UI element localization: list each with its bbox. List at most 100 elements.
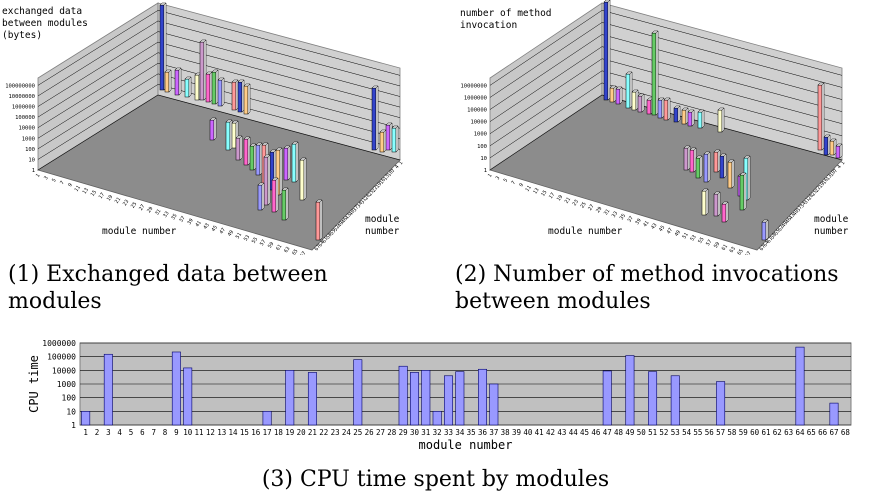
bar-side — [168, 69, 172, 93]
bar-3d — [299, 157, 307, 201]
x-tick-label: 31 — [603, 208, 611, 216]
z-tick-label: 10 — [829, 169, 837, 177]
bar-top — [275, 147, 283, 151]
gridline — [489, 46, 603, 122]
bar-side — [723, 153, 727, 179]
bar-top — [817, 82, 825, 86]
bar-3d — [225, 119, 233, 151]
bar-side — [247, 83, 251, 115]
y-tick-label: 1 — [71, 421, 76, 430]
x-tick-label: 23 — [572, 199, 580, 207]
x-tick-label: 31 — [421, 428, 430, 437]
bar-top — [673, 105, 681, 109]
z-tick-label: 16 — [379, 177, 387, 185]
bar-side — [839, 143, 843, 159]
x-tick-label: 8 — [163, 428, 168, 437]
bar-3d — [291, 141, 299, 183]
chart-method-invocations: 1 10 100 1000 10000 100000 1000000 10000000 numb… — [452, 0, 871, 259]
y-tick-label: 100 — [477, 144, 487, 150]
bar-face — [697, 111, 703, 129]
x-tick-label: 26 — [365, 428, 375, 437]
x-tick-label: 37 — [489, 428, 498, 437]
y-axis-label: CPU time — [27, 355, 41, 413]
x-tick-label: 27 — [376, 428, 385, 437]
bar-top — [713, 149, 721, 153]
bar-top — [701, 188, 709, 192]
bar-3d — [615, 86, 623, 105]
bar-top — [237, 79, 245, 83]
y-tick-label: 10000000 — [461, 83, 488, 89]
y-tick-label: 10000000 — [9, 94, 36, 100]
gridline — [489, 10, 603, 86]
bar-top — [625, 71, 633, 75]
bar-3d — [211, 69, 219, 105]
bar-top — [823, 134, 831, 138]
bar-3d — [835, 143, 843, 159]
bar-side — [395, 125, 399, 153]
bar-top — [829, 138, 837, 142]
x-tick-label: 3 — [106, 428, 111, 437]
bar-top — [657, 97, 665, 101]
bar-face — [283, 147, 289, 181]
z-tick-label: 22 — [371, 185, 379, 193]
x-tick-label: 21 — [564, 196, 572, 204]
bar-side — [747, 155, 751, 201]
x-tick-label: 39 — [186, 218, 194, 226]
gridline — [37, 84, 159, 160]
bar-side — [677, 105, 681, 123]
bar-side — [389, 122, 393, 151]
bar-3d — [701, 188, 709, 216]
gridline — [601, 46, 843, 112]
x-tick-label: 48 — [614, 428, 624, 437]
bar-module-9 — [171, 351, 181, 426]
y-tick-label: 100 — [25, 147, 35, 153]
x-tick-label: 47 — [219, 227, 227, 235]
x-tick-label: 17 — [548, 192, 556, 200]
bar-3d — [689, 147, 697, 173]
bar-side — [827, 134, 831, 156]
bar-side — [725, 201, 729, 223]
x-tick-label: 61 — [275, 243, 283, 251]
x-tick-label: 67 — [744, 251, 752, 255]
x-tick-label: 15 — [90, 189, 98, 197]
y-tick-label: 100000000 — [5, 83, 35, 89]
bar-side — [717, 149, 721, 173]
x-tick-label: 63 — [729, 246, 737, 254]
z-tick-label: 67 — [759, 244, 767, 252]
x-tick-label: 25 — [579, 201, 587, 209]
z-tick-label: 28 — [807, 193, 815, 201]
y-tick-label: 1000000 — [12, 105, 35, 111]
x-tick-label: 9 — [174, 428, 179, 437]
y-tick-label: 1 — [484, 168, 487, 174]
z-tick-label: 55 — [773, 228, 781, 236]
bar-3d — [371, 85, 379, 151]
bar-top — [263, 154, 271, 158]
x-tick-label: 15 — [540, 189, 548, 197]
bar-face — [646, 99, 652, 115]
y-axis-label: exchanged data — [2, 6, 82, 17]
bar-side — [295, 141, 299, 183]
bar-top — [385, 122, 393, 126]
bar-side — [247, 136, 251, 166]
z-tick-label: 67 — [314, 244, 322, 252]
x-tick-label: 32 — [433, 428, 442, 437]
x-tick-label: 19 — [556, 194, 564, 202]
x-tick-label: 61 — [761, 428, 770, 437]
z-tick-label: 4 — [394, 164, 401, 170]
bar-face — [609, 87, 615, 103]
bar-face — [225, 121, 231, 151]
x-tick-label: 23 — [331, 428, 340, 437]
x-tick-label: 17 — [98, 192, 106, 200]
x-tick-label: 39 — [634, 218, 642, 226]
x-tick-label: 35 — [619, 213, 627, 221]
bar-face — [379, 131, 385, 153]
x-tick-label: 38 — [501, 428, 511, 437]
bar-face — [683, 147, 689, 171]
bar-side — [619, 86, 623, 105]
bar-side — [707, 151, 711, 183]
bar-top — [281, 187, 289, 191]
bar-face — [174, 69, 180, 96]
bar-module-31 — [421, 370, 431, 426]
bar-top — [174, 67, 182, 71]
